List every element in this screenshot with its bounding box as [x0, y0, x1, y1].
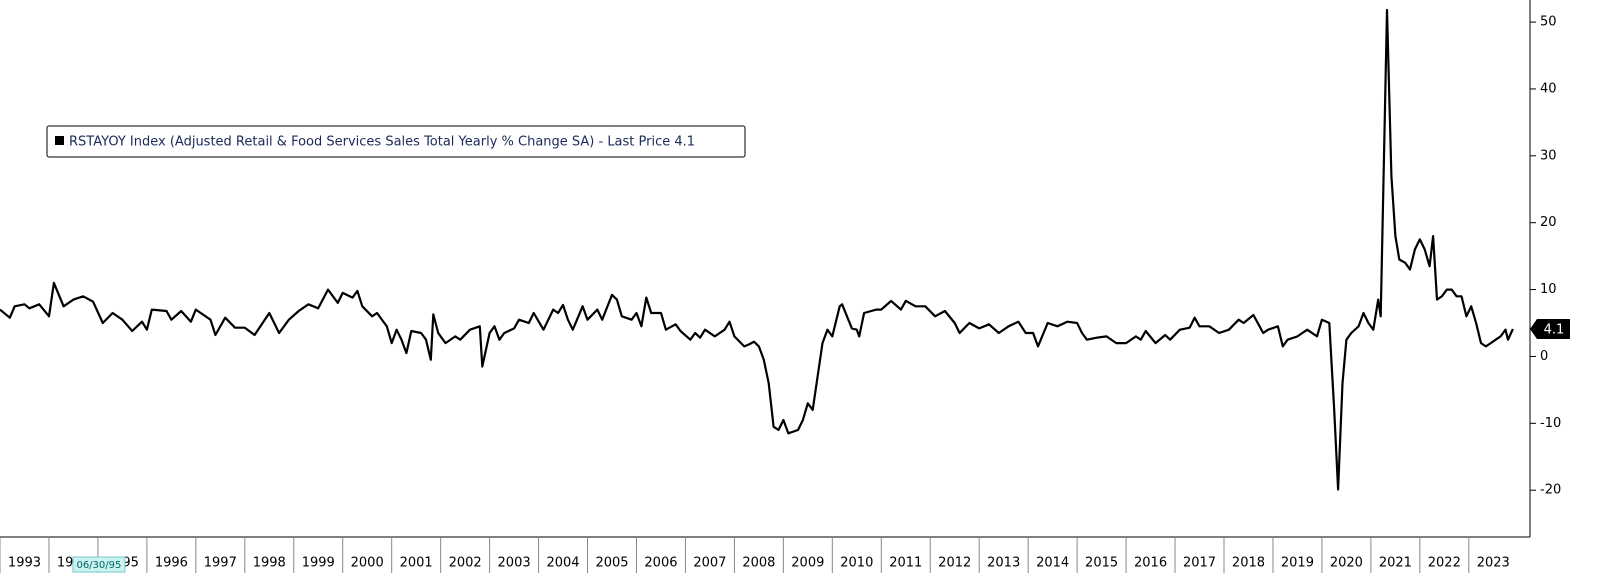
x-tick-label: 2016 [1134, 556, 1167, 571]
x-tick-label: 2020 [1330, 556, 1363, 571]
y-tick-label: 0 [1540, 349, 1548, 364]
x-tick-label: 2007 [693, 556, 726, 571]
x-tick-label: 2015 [1085, 556, 1118, 571]
x-tick-label: 2003 [498, 556, 531, 571]
cursor-box [72, 556, 126, 573]
x-tick-label: 2010 [840, 556, 873, 571]
x-tick-label: 2021 [1379, 556, 1412, 571]
x-tick-label: 1996 [155, 556, 188, 571]
x-tick-label: 2004 [546, 556, 579, 571]
x-tick-label: 2014 [1036, 556, 1069, 571]
x-tick-label: 2022 [1428, 556, 1461, 571]
legend-marker [55, 136, 64, 145]
x-tick-label: 2009 [791, 556, 824, 571]
y-tick-label: 10 [1540, 282, 1557, 297]
x-tick-label: 2006 [644, 556, 677, 571]
x-tick-label: 2023 [1477, 556, 1510, 571]
x-tick-label: 1993 [8, 556, 41, 571]
legend: RSTAYOY Index (Adjusted Retail & Food Se… [46, 125, 746, 158]
x-tick-label: 2008 [742, 556, 775, 571]
x-tick-label: 2001 [400, 556, 433, 571]
legend-box [46, 125, 746, 158]
y-tick-label: 50 [1540, 15, 1557, 30]
y-tick-label: -10 [1540, 416, 1561, 431]
x-tick-label: 1997 [204, 556, 237, 571]
y-tick-label: 40 [1540, 81, 1557, 96]
cursor-label: 06/30/95 [76, 560, 121, 571]
x-tick-label: 2002 [449, 556, 482, 571]
last-price-label: 4.1 [1544, 323, 1565, 338]
y-tick-label: -20 [1540, 483, 1561, 498]
x-tick-label: 1998 [253, 556, 286, 571]
y-tick-label: 30 [1540, 148, 1557, 163]
x-tick-label: 2012 [938, 556, 971, 571]
x-tick-label: 2005 [595, 556, 628, 571]
last-price-tag [1530, 319, 1570, 340]
y-tick-label: 20 [1540, 215, 1557, 230]
legend-label: RSTAYOY Index (Adjusted Retail & Food Se… [69, 135, 695, 150]
line-series [0, 8, 1514, 491]
x-tick-label: 1999 [302, 556, 335, 571]
x-tick-label: 2019 [1281, 556, 1314, 571]
x-tick-label: 2013 [987, 556, 1020, 571]
x-tick-label: 2011 [889, 556, 922, 571]
x-tick-label: 2017 [1183, 556, 1216, 571]
x-tick-label: 2000 [351, 556, 384, 571]
x-tick-label: 2018 [1232, 556, 1265, 571]
